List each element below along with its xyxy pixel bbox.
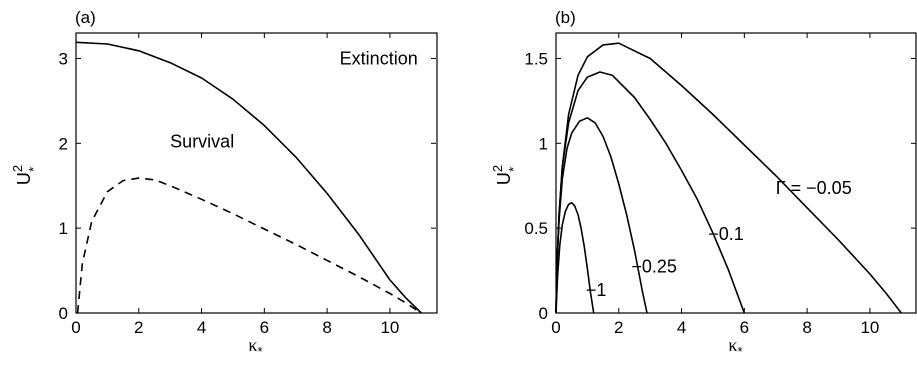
x-axis-label-main: κ [728, 335, 737, 355]
x-axis-label-main: κ [248, 335, 257, 355]
y-axis-label-main: U [494, 172, 514, 185]
x-tick-label: 0 [71, 318, 80, 337]
series-line-1 [75, 41, 422, 314]
y-tick-label: 1 [539, 134, 548, 153]
x-tick-label: 6 [260, 318, 269, 337]
axes-frame [555, 32, 917, 314]
x-axis-label-sub: * [258, 344, 263, 359]
y-tick-label: 1.5 [524, 49, 548, 68]
x-axis-label-sub: * [738, 344, 743, 359]
x-tick-label: 6 [740, 318, 749, 337]
y-axis-label-sup: 2 [10, 165, 25, 172]
y-tick-label: 2 [59, 134, 68, 153]
series-line-3 [555, 117, 648, 314]
y-tick-label: 3 [59, 49, 68, 68]
annotation-2: −0.1 [708, 224, 744, 244]
y-axis-label-sub: * [506, 167, 521, 172]
x-tick-label: 0 [551, 318, 560, 337]
x-axis-label: κ* [728, 335, 742, 359]
x-tick-label: 2 [614, 318, 623, 337]
annotation-4: −1 [586, 280, 607, 300]
x-tick-label: 8 [322, 318, 331, 337]
y-tick-label: 0 [59, 304, 68, 323]
series-line-2 [76, 177, 422, 314]
panel-label: (a) [75, 8, 96, 27]
x-tick-label: 8 [802, 318, 811, 337]
x-tick-label: 10 [860, 318, 879, 337]
series-line-2 [555, 71, 746, 314]
y-tick-label: 0 [539, 304, 548, 323]
annotation-2: Survival [170, 132, 234, 152]
axes-frame [75, 32, 438, 314]
annotation-1: Extinction [340, 48, 418, 68]
y-tick-label: 1 [59, 219, 68, 238]
y-axis-label-main: U [14, 172, 34, 185]
x-tick-label: 4 [197, 318, 206, 337]
annotation-3: −0.25 [631, 256, 677, 276]
x-tick-label: 10 [380, 318, 399, 337]
series-line-4 [555, 201, 595, 314]
x-tick-label: 2 [134, 318, 143, 337]
y-axis-label-sup: 2 [490, 165, 505, 172]
panel-label: (b) [555, 8, 576, 27]
annotation-1: Γ = −0.05 [776, 178, 852, 198]
y-axis-label: U2* [10, 165, 41, 185]
x-tick-label: 4 [677, 318, 686, 337]
x-axis-label: κ* [248, 335, 262, 359]
y-axis-label-sub: * [26, 167, 41, 172]
y-tick-label: 0.5 [524, 219, 548, 238]
y-axis-label: U2* [490, 165, 521, 185]
